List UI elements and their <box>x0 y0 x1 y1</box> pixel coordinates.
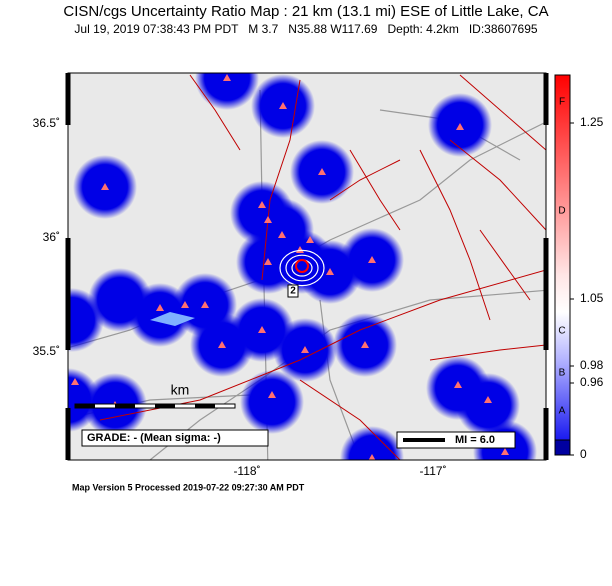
colorbar <box>554 74 571 441</box>
grade-letter: F <box>559 97 565 108</box>
subtitle: Jul 19, 2019 07:38:43 PM PDT M 3.7 N35.8… <box>74 22 537 36</box>
frame-ticks <box>65 73 549 460</box>
fault-line <box>479 229 531 301</box>
colorbar-min <box>554 439 571 456</box>
station <box>368 454 376 460</box>
fault-line <box>99 269 546 421</box>
station <box>156 304 164 311</box>
contour-label-box <box>287 284 299 298</box>
epicenter <box>295 259 309 273</box>
station <box>101 183 109 190</box>
title: CISN/cgs Uncertainty Ratio Map : 21 km (… <box>63 3 548 20</box>
station <box>456 123 464 130</box>
fault-line <box>459 74 546 151</box>
colorbar-label: 0 <box>580 447 587 461</box>
lon-label: -117˚ <box>419 464 446 478</box>
station <box>264 258 272 265</box>
grade-letter: B <box>559 368 566 379</box>
fault-line <box>349 149 401 231</box>
mi-box <box>396 431 516 449</box>
map-layers: 2 <box>68 73 546 460</box>
grade-box <box>81 429 269 447</box>
lon-label: -118˚ <box>233 464 260 478</box>
station <box>454 381 462 388</box>
colorbar-label: 0.96 <box>580 375 604 389</box>
station <box>306 236 314 243</box>
fault-line <box>261 79 301 281</box>
grade-letter: A <box>559 406 566 417</box>
coverage-area <box>195 73 259 110</box>
station <box>268 391 276 398</box>
scale-seg <box>115 404 135 408</box>
lake <box>150 312 195 326</box>
scale-seg <box>195 404 215 408</box>
station <box>258 326 266 333</box>
contour-label: 2 <box>290 286 296 297</box>
station <box>71 378 79 385</box>
station <box>218 341 226 348</box>
coverage-area <box>240 370 304 434</box>
coverage-area <box>88 268 152 332</box>
station <box>361 341 369 348</box>
station <box>318 168 326 175</box>
station <box>181 301 189 308</box>
fault-line <box>449 139 546 231</box>
fault-line <box>329 159 401 201</box>
grade-letter: C <box>558 326 565 337</box>
footer: Map Version 5 Processed 2019-07-22 09:27… <box>72 482 305 492</box>
fault-line <box>429 344 546 361</box>
colorbar-label: 1.25 <box>580 115 604 129</box>
scale-label: km <box>171 382 190 398</box>
station <box>368 256 376 263</box>
scale-seg <box>155 404 175 408</box>
station <box>326 268 334 275</box>
fault-line <box>419 149 491 321</box>
station <box>279 102 287 109</box>
colorbar-label: 1.05 <box>580 291 604 305</box>
coverage-area <box>340 426 404 460</box>
station <box>278 231 286 238</box>
station <box>223 74 231 81</box>
mi-text: MI = 6.0 <box>455 434 495 446</box>
grade-text: GRADE: - (Mean sigma: -) <box>87 432 221 444</box>
fault-line <box>299 379 401 460</box>
lat-label: 36.5˚ <box>33 116 60 130</box>
grade-letter: D <box>558 206 565 217</box>
scale-seg <box>75 404 95 408</box>
station <box>501 448 509 455</box>
contour <box>285 254 319 282</box>
lat-label: 36˚ <box>43 230 60 244</box>
station <box>258 201 266 208</box>
fault-line <box>189 74 241 151</box>
station <box>301 346 309 353</box>
station <box>201 301 209 308</box>
lat-label: 35.5˚ <box>33 344 60 358</box>
contour <box>279 249 325 287</box>
station <box>264 216 272 223</box>
colorbar-label: 0.98 <box>580 358 604 372</box>
station <box>484 396 492 403</box>
